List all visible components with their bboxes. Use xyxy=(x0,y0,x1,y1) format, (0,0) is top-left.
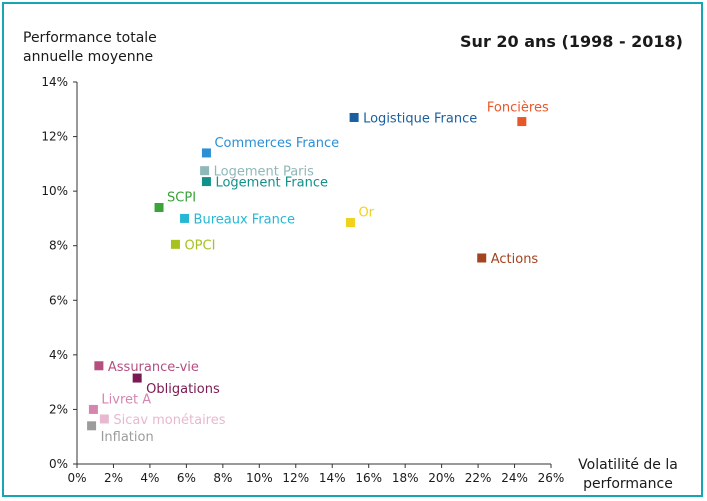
point-label-logement-france: Logement France xyxy=(215,176,328,191)
point-foncieres xyxy=(517,117,527,127)
point-logement-france xyxy=(201,177,211,187)
point-opci xyxy=(170,239,180,249)
y-tick-label: 12% xyxy=(41,130,68,144)
point-label-obligations: Obligations xyxy=(146,382,220,397)
x-tick-label: 4% xyxy=(140,471,159,485)
x-tick-label: 20% xyxy=(428,471,455,485)
y-axis-label-line-1: Performance totale xyxy=(23,30,157,46)
chart-title: Sur 20 ans (1998 - 2018) xyxy=(460,32,683,51)
y-axis-label-line-2: annuelle moyenne xyxy=(23,49,153,65)
y-tick-label: 0% xyxy=(49,457,68,471)
point-obligations xyxy=(132,373,142,383)
x-tick-label: 18% xyxy=(392,471,419,485)
point-label-scpi: SCPI xyxy=(167,191,196,206)
y-tick-label: 2% xyxy=(49,402,68,416)
x-tick-label: 2% xyxy=(104,471,123,485)
point-label-actions: Actions xyxy=(491,252,539,267)
x-tick-label: 8% xyxy=(213,471,232,485)
x-axis-label-line-1: Volatilité de la xyxy=(578,457,678,473)
x-axis-label-line-2: performance xyxy=(583,476,673,492)
point-label-sicav-monetaires: Sicav monétaires xyxy=(113,413,225,428)
point-inflation xyxy=(87,421,97,431)
point-label-commerces-france: Commerces France xyxy=(214,136,339,151)
x-tick-label: 12% xyxy=(282,471,309,485)
point-actions xyxy=(477,253,487,263)
point-logement-paris xyxy=(200,166,210,176)
point-scpi xyxy=(154,203,164,213)
point-label-logistique-france: Logistique France xyxy=(363,111,477,126)
y-tick-label: 4% xyxy=(49,348,68,362)
x-tick-label: 22% xyxy=(465,471,492,485)
x-tick-label: 24% xyxy=(501,471,528,485)
point-label-foncieres: Foncières xyxy=(487,101,549,116)
x-tick-label: 16% xyxy=(355,471,382,485)
x-tick-label: 26% xyxy=(538,471,565,485)
point-label-or: Or xyxy=(358,206,374,221)
point-assurance-vie xyxy=(94,361,104,371)
point-label-opci: OPCI xyxy=(184,238,215,253)
y-tick-label: 10% xyxy=(41,184,68,198)
point-label-assurance-vie: Assurance-vie xyxy=(108,360,199,375)
point-sicav-monetaires xyxy=(99,414,109,424)
point-livret-a xyxy=(88,404,98,414)
point-label-livret-a: Livret A xyxy=(101,392,151,407)
x-tick-label: 0% xyxy=(67,471,86,485)
y-tick-label: 8% xyxy=(49,239,68,253)
y-tick-label: 6% xyxy=(49,293,68,307)
axis-ticks: 0% 2% 4% 6% 8% 10% 12% 14% 16% 18% 20% 22% 24% 26% 0% 2… xyxy=(41,75,564,485)
point-or xyxy=(345,218,355,228)
data-points: Logistique France Foncières Commerces Fran… xyxy=(87,101,549,445)
x-tick-label: 10% xyxy=(246,471,273,485)
y-tick-label: 14% xyxy=(41,75,68,89)
chart-frame xyxy=(2,2,703,497)
point-label-inflation: Inflation xyxy=(101,430,154,445)
point-commerces-france xyxy=(201,148,211,158)
point-label-logement-paris: Logement Paris xyxy=(214,165,315,180)
x-tick-label: 14% xyxy=(319,471,346,485)
point-label-bureaux-france: Bureaux France xyxy=(194,212,295,227)
x-tick-label: 6% xyxy=(177,471,196,485)
point-logistique-france xyxy=(349,112,359,122)
point-bureaux-france xyxy=(180,213,190,223)
